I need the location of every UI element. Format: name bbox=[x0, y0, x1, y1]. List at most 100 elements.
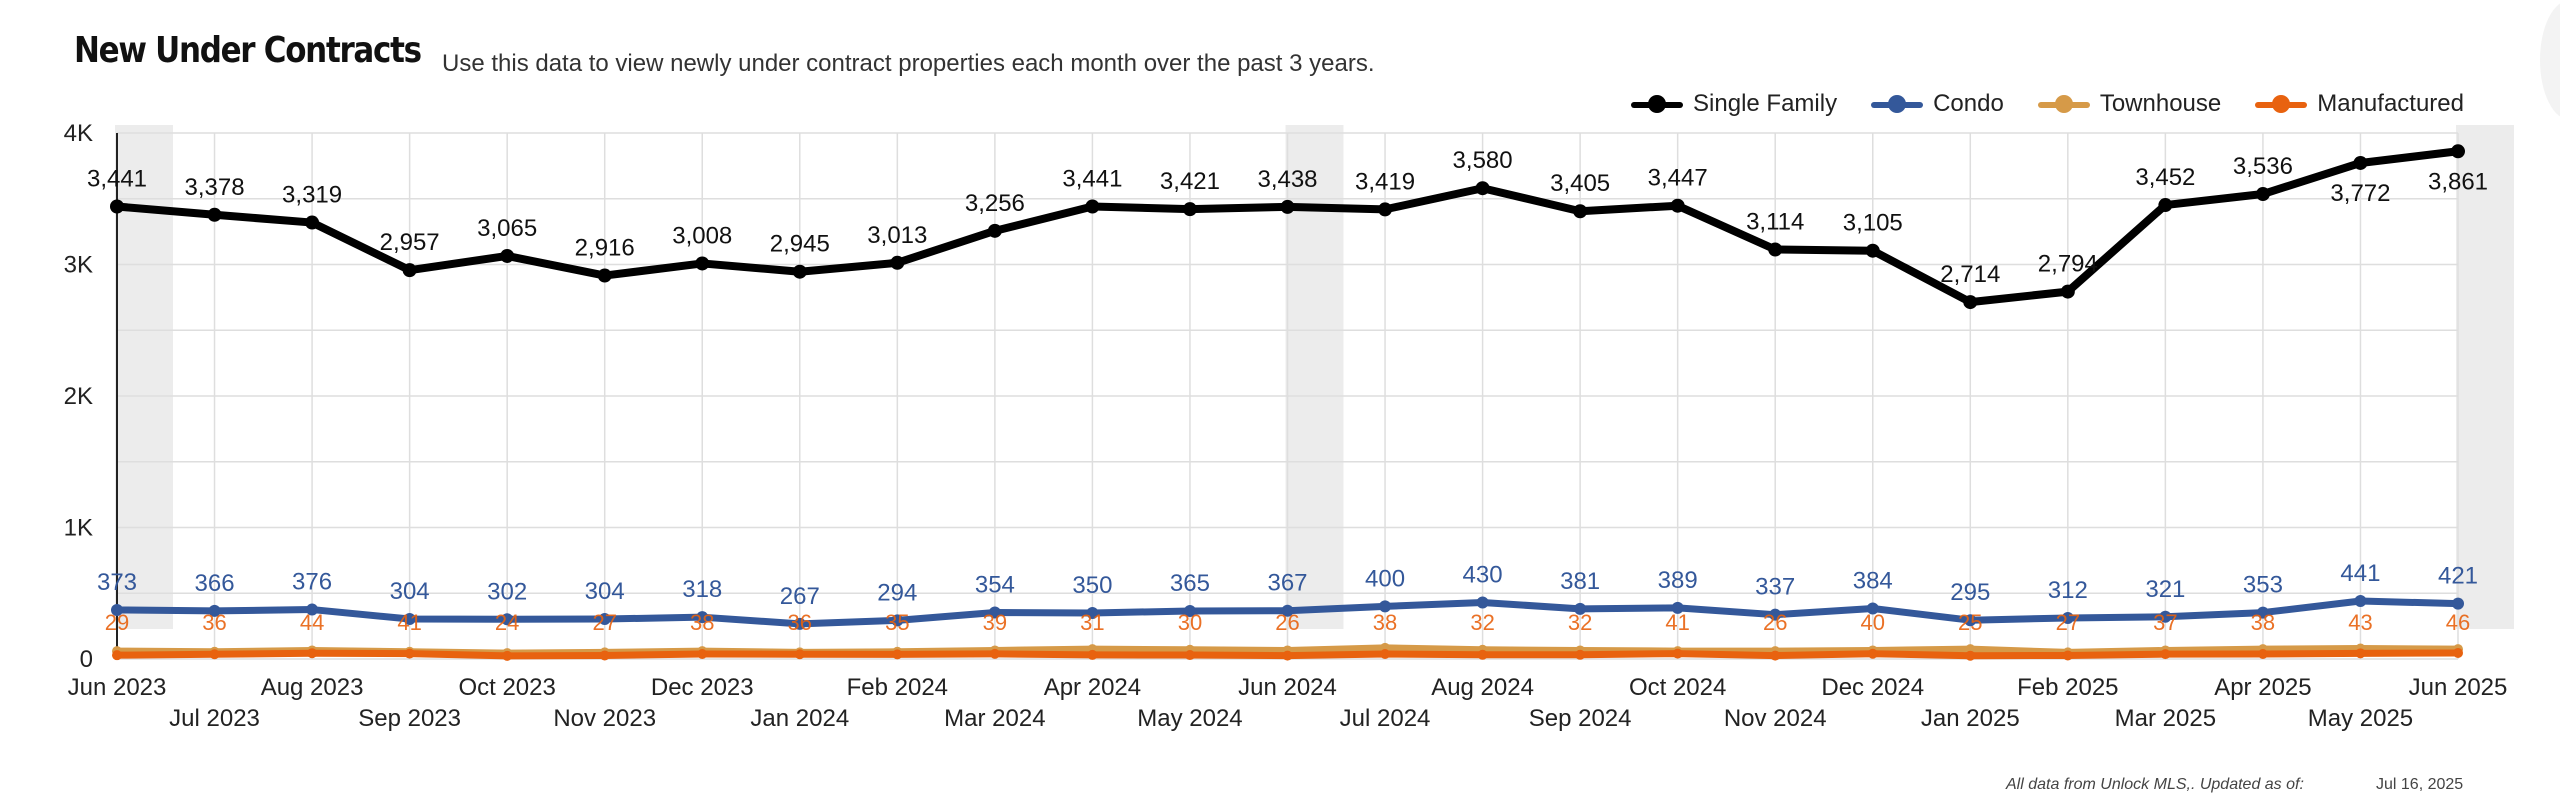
data-point bbox=[1282, 650, 1293, 661]
x-tick-label: Dec 2024 bbox=[1821, 674, 1924, 701]
data-point bbox=[1087, 649, 1098, 660]
data-label-manufactured: 31 bbox=[1080, 610, 1104, 635]
data-label-manufactured: 25 bbox=[1958, 610, 1982, 635]
data-label-manufactured: 27 bbox=[592, 610, 616, 635]
data-label-manufactured: 43 bbox=[2348, 610, 2372, 635]
data-label-single-family: 3,419 bbox=[1355, 168, 1415, 195]
chart-subtitle: Use this data to view newly under contra… bbox=[442, 50, 1375, 77]
data-point bbox=[2355, 648, 2366, 659]
legend-swatch-single-family bbox=[1631, 94, 1684, 114]
highlight-band bbox=[1285, 125, 1344, 629]
data-point bbox=[1670, 198, 1685, 213]
data-label-single-family: 3,256 bbox=[965, 190, 1025, 217]
y-tick-label: 2K bbox=[64, 383, 93, 410]
data-point bbox=[2159, 610, 2172, 623]
data-label-single-family: 2,945 bbox=[770, 231, 830, 258]
data-label-single-family: 3,319 bbox=[282, 182, 342, 209]
data-point bbox=[891, 614, 904, 627]
data-label-condo: 267 bbox=[780, 583, 820, 610]
data-point bbox=[1183, 605, 1196, 618]
chart-title: New Under Contracts bbox=[74, 30, 422, 71]
data-point bbox=[306, 603, 319, 616]
data-point bbox=[1768, 242, 1783, 257]
x-tick-label: Jan 2024 bbox=[750, 705, 849, 732]
legend-item-manufactured[interactable]: Manufactured bbox=[2255, 90, 2464, 118]
data-label-single-family: 3,438 bbox=[1257, 166, 1317, 193]
legend-swatch-townhouse bbox=[2037, 94, 2090, 114]
data-point bbox=[1964, 614, 1977, 627]
data-point bbox=[697, 649, 708, 660]
legend-item-condo[interactable]: Condo bbox=[1871, 90, 2004, 118]
data-point bbox=[1378, 202, 1393, 217]
legend-swatch-manufactured bbox=[2255, 94, 2308, 114]
data-label-manufactured: 38 bbox=[690, 610, 714, 635]
data-label-single-family: 3,378 bbox=[185, 174, 245, 201]
x-tick-label: Nov 2024 bbox=[1724, 705, 1827, 732]
data-label-condo: 318 bbox=[682, 576, 722, 603]
data-label-condo: 353 bbox=[2243, 572, 2283, 599]
x-tick-label: Mar 2024 bbox=[944, 705, 1045, 732]
data-point bbox=[892, 649, 903, 660]
data-point bbox=[599, 650, 610, 661]
data-point bbox=[403, 613, 416, 626]
data-point bbox=[1769, 608, 1782, 621]
data-label-manufactured: 32 bbox=[1568, 610, 1592, 635]
data-label-condo: 365 bbox=[1170, 570, 1210, 597]
data-label-single-family: 3,405 bbox=[1550, 170, 1610, 197]
x-tick-label: Aug 2023 bbox=[261, 674, 364, 701]
data-label-condo: 421 bbox=[2438, 563, 2478, 590]
legend-item-single-family[interactable]: Single Family bbox=[1631, 90, 1837, 118]
data-point bbox=[1477, 649, 1488, 660]
legend-item-townhouse[interactable]: Townhouse bbox=[2037, 90, 2222, 118]
data-label-single-family: 3,536 bbox=[2233, 153, 2293, 180]
legend-label-townhouse: Townhouse bbox=[2099, 90, 2222, 117]
corner-decoration bbox=[2540, 0, 2560, 120]
data-point bbox=[890, 255, 905, 270]
data-label-single-family: 3,013 bbox=[867, 222, 927, 249]
data-point bbox=[305, 215, 320, 230]
data-point bbox=[2257, 649, 2268, 660]
data-label-single-family: 3,421 bbox=[1160, 168, 1220, 195]
x-tick-label: Sep 2024 bbox=[1529, 705, 1632, 732]
data-label-single-family: 3,861 bbox=[2428, 168, 2488, 195]
data-label-manufactured: 26 bbox=[1275, 610, 1299, 635]
data-label-condo: 373 bbox=[97, 569, 137, 596]
data-point bbox=[208, 604, 221, 617]
data-point bbox=[500, 248, 515, 263]
data-point bbox=[2255, 187, 2270, 202]
x-tick-label: Dec 2023 bbox=[651, 674, 754, 701]
data-point bbox=[1281, 604, 1294, 617]
highlight-band bbox=[2456, 125, 2514, 629]
x-tick-label: May 2024 bbox=[1137, 705, 1242, 732]
data-label-condo: 441 bbox=[2340, 560, 2380, 587]
data-label-condo: 304 bbox=[585, 578, 625, 605]
data-point bbox=[1476, 596, 1489, 609]
data-label-manufactured: 26 bbox=[1763, 610, 1787, 635]
legend-swatch-condo bbox=[1871, 94, 1924, 114]
data-point bbox=[1672, 648, 1683, 659]
data-point bbox=[695, 256, 710, 271]
data-point bbox=[2060, 284, 2075, 299]
data-point bbox=[2353, 155, 2368, 170]
footer-source-note: All data from Unlock MLS,. Updated as of… bbox=[2006, 776, 2304, 793]
data-point bbox=[598, 613, 611, 626]
data-label-single-family: 2,916 bbox=[575, 235, 635, 262]
x-tick-label: Feb 2024 bbox=[847, 674, 948, 701]
data-label-manufactured: 36 bbox=[788, 610, 812, 635]
data-label-manufactured: 38 bbox=[1373, 610, 1397, 635]
data-label-manufactured: 29 bbox=[105, 610, 129, 635]
data-point bbox=[1475, 181, 1490, 196]
data-label-condo: 381 bbox=[1560, 568, 1600, 595]
data-label-single-family: 3,065 bbox=[477, 215, 537, 242]
data-point bbox=[402, 263, 417, 278]
data-point bbox=[1963, 295, 1978, 310]
data-point bbox=[502, 650, 513, 661]
data-label-single-family: 3,580 bbox=[1453, 147, 1513, 174]
y-tick-label: 4K bbox=[64, 120, 93, 147]
data-label-manufactured: 24 bbox=[495, 610, 519, 635]
data-point bbox=[2354, 595, 2367, 608]
data-label-condo: 367 bbox=[1267, 570, 1307, 597]
data-label-single-family: 3,114 bbox=[1746, 209, 1804, 236]
data-point bbox=[307, 648, 318, 659]
data-label-single-family: 2,714 bbox=[1940, 261, 2000, 288]
